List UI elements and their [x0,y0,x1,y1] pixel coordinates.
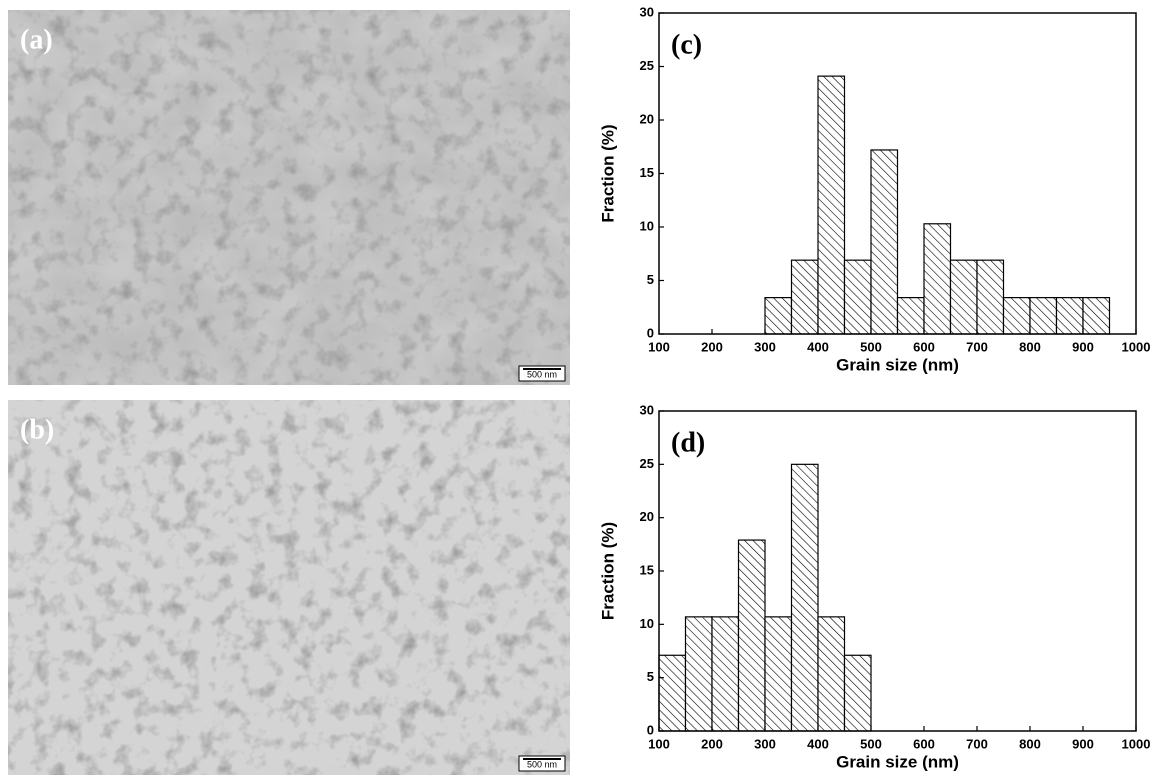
x-tick-label: 500 [860,736,882,751]
x-tick-label: 700 [966,736,988,751]
y-tick-label: 10 [640,218,654,233]
x-tick-label: 200 [701,736,723,751]
y-tick-label: 25 [640,58,654,73]
figure: (a) (b) 500 nm 500 nm 100200300400500600… [0,0,1159,782]
bar [845,655,872,731]
y-axis-title: Fraction (%) [598,124,617,222]
y-tick-label: 5 [647,669,654,684]
x-axis-title: Grain size (nm) [836,752,959,771]
x-tick-label: 600 [913,339,935,354]
y-tick-label: 0 [647,325,654,340]
bar [1030,298,1057,334]
bar [845,260,872,334]
bar [686,617,713,731]
x-tick-label: 400 [807,339,829,354]
y-tick-label: 20 [640,111,654,126]
image-label: (b) [20,414,54,445]
x-tick-label: 800 [1019,339,1041,354]
bar [898,298,925,334]
x-axis-title: Grain size (nm) [836,355,959,374]
x-tick-label: 1000 [1122,736,1151,751]
x-tick-label: 600 [913,736,935,751]
image-label: (a) [20,24,53,55]
y-tick-label: 15 [640,165,654,180]
scale-bar: 500 nm [519,756,565,771]
bar [1004,298,1031,334]
x-tick-label: 100 [648,736,670,751]
x-tick-label: 700 [966,339,988,354]
bar [1083,298,1110,334]
y-axis-title: Fraction (%) [598,522,617,620]
bar [1057,298,1084,334]
y-tick-label: 10 [640,616,654,631]
x-tick-label: 500 [860,339,882,354]
x-tick-label: 400 [807,736,829,751]
bar [739,540,766,731]
tem-image-a [8,10,570,385]
x-tick-label: 100 [648,339,670,354]
x-tick-label: 200 [701,339,723,354]
bar [871,150,898,334]
bar [818,76,845,334]
scale-bar-label: 500 nm [527,759,557,769]
panel-label: (c) [671,29,702,60]
y-tick-label: 30 [640,4,654,19]
y-tick-label: 30 [640,402,654,417]
bar [765,617,792,731]
scale-bar-label: 500 nm [527,369,557,379]
x-tick-label: 900 [1072,736,1094,751]
x-tick-label: 1000 [1122,339,1151,354]
tem-image-b [8,400,570,775]
bar [712,617,739,731]
bar [924,224,951,334]
bar [951,260,978,334]
x-tick-label: 300 [754,339,776,354]
y-tick-label: 20 [640,509,654,524]
y-tick-label: 5 [647,272,654,287]
panel-label: (d) [671,427,705,458]
bar [792,464,819,731]
scale-bar: 500 nm [519,366,565,381]
bar [818,617,845,731]
x-tick-label: 800 [1019,736,1041,751]
bar [977,260,1004,334]
y-tick-label: 0 [647,722,654,737]
x-tick-label: 900 [1072,339,1094,354]
y-tick-label: 15 [640,562,654,577]
bar [792,260,819,334]
y-tick-label: 25 [640,456,654,471]
bar [765,298,792,334]
page: (a) (b) 500 nm 500 nm 100200300400500600… [0,0,1159,782]
bar [659,655,686,731]
x-tick-label: 300 [754,736,776,751]
